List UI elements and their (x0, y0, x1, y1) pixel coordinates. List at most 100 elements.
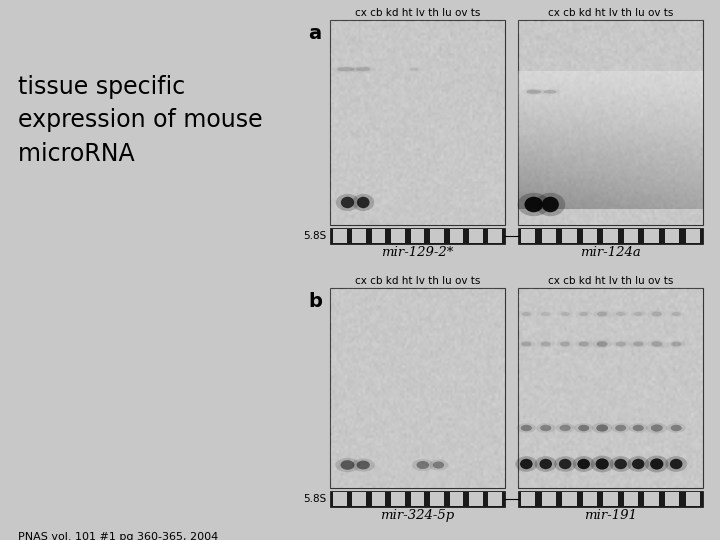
Ellipse shape (536, 423, 555, 433)
Ellipse shape (627, 456, 649, 472)
Ellipse shape (541, 312, 551, 316)
Ellipse shape (541, 342, 551, 346)
Text: cx cb kd ht lv th lu ov ts: cx cb kd ht lv th lu ov ts (355, 276, 480, 286)
Ellipse shape (634, 312, 643, 316)
Ellipse shape (597, 341, 608, 347)
Text: mir-129-2*: mir-129-2* (382, 246, 454, 259)
Ellipse shape (629, 340, 647, 348)
Ellipse shape (536, 340, 555, 348)
Ellipse shape (341, 460, 354, 470)
Ellipse shape (356, 67, 371, 71)
Bar (518, 288, 703, 488)
Bar (644, 230, 659, 242)
Ellipse shape (336, 194, 359, 211)
Bar (333, 492, 346, 506)
Ellipse shape (633, 425, 644, 431)
Ellipse shape (559, 459, 572, 469)
Ellipse shape (521, 425, 532, 431)
Bar (518, 20, 703, 225)
Bar (391, 492, 405, 506)
Bar (521, 230, 536, 242)
Ellipse shape (544, 90, 557, 93)
Ellipse shape (574, 423, 593, 433)
Bar (541, 230, 556, 242)
Ellipse shape (524, 197, 543, 212)
Ellipse shape (410, 68, 418, 71)
Bar (430, 492, 444, 506)
Bar (410, 230, 424, 242)
Text: mir-124a: mir-124a (580, 246, 641, 259)
Ellipse shape (539, 89, 562, 94)
Ellipse shape (616, 342, 626, 346)
Ellipse shape (633, 342, 644, 346)
Ellipse shape (559, 425, 571, 431)
Bar (521, 492, 536, 506)
Bar (582, 230, 597, 242)
Bar (518, 491, 703, 507)
Bar (430, 230, 444, 242)
Text: a: a (308, 24, 321, 43)
Ellipse shape (650, 458, 663, 470)
Ellipse shape (555, 423, 575, 433)
Ellipse shape (521, 312, 531, 316)
Ellipse shape (667, 340, 685, 348)
Ellipse shape (517, 423, 536, 433)
Bar (665, 492, 680, 506)
Bar (624, 492, 638, 506)
Text: mir-191: mir-191 (584, 509, 637, 522)
Ellipse shape (651, 341, 662, 347)
Ellipse shape (518, 193, 550, 216)
Ellipse shape (611, 340, 630, 348)
Ellipse shape (556, 340, 575, 348)
Bar (644, 492, 659, 506)
Ellipse shape (596, 424, 608, 431)
Ellipse shape (578, 342, 589, 346)
Ellipse shape (352, 194, 374, 211)
Ellipse shape (612, 311, 629, 317)
Ellipse shape (597, 312, 608, 316)
Ellipse shape (526, 90, 541, 94)
Ellipse shape (337, 67, 354, 71)
Bar (562, 492, 577, 506)
Ellipse shape (536, 193, 565, 216)
Bar (518, 228, 703, 244)
Ellipse shape (671, 342, 681, 346)
Bar (330, 491, 505, 507)
Bar (449, 492, 463, 506)
Ellipse shape (542, 197, 559, 212)
Ellipse shape (357, 197, 369, 208)
Bar (624, 230, 638, 242)
Ellipse shape (577, 459, 590, 469)
Ellipse shape (517, 340, 536, 348)
Bar (330, 20, 505, 225)
Text: 5.8S: 5.8S (302, 494, 326, 504)
Text: cx cb kd ht lv th lu ov ts: cx cb kd ht lv th lu ov ts (355, 8, 480, 18)
Ellipse shape (610, 456, 631, 472)
Ellipse shape (647, 423, 667, 434)
Ellipse shape (416, 461, 429, 469)
Ellipse shape (647, 340, 667, 348)
Bar (541, 492, 556, 506)
Ellipse shape (632, 459, 644, 469)
Ellipse shape (578, 425, 589, 431)
Ellipse shape (521, 342, 531, 346)
Bar (330, 288, 505, 488)
Ellipse shape (520, 459, 533, 469)
Bar (582, 492, 597, 506)
Ellipse shape (651, 424, 662, 431)
Bar (488, 230, 502, 242)
Bar (372, 492, 385, 506)
Ellipse shape (351, 458, 375, 471)
Text: 5.8S: 5.8S (302, 231, 326, 241)
Ellipse shape (575, 311, 592, 317)
Bar (562, 230, 577, 242)
Bar (333, 230, 346, 242)
Ellipse shape (667, 311, 685, 317)
Ellipse shape (572, 456, 595, 472)
Ellipse shape (616, 312, 626, 316)
Bar (352, 230, 366, 242)
Ellipse shape (428, 460, 449, 470)
Ellipse shape (593, 340, 612, 348)
Bar (469, 230, 482, 242)
Ellipse shape (433, 461, 444, 469)
